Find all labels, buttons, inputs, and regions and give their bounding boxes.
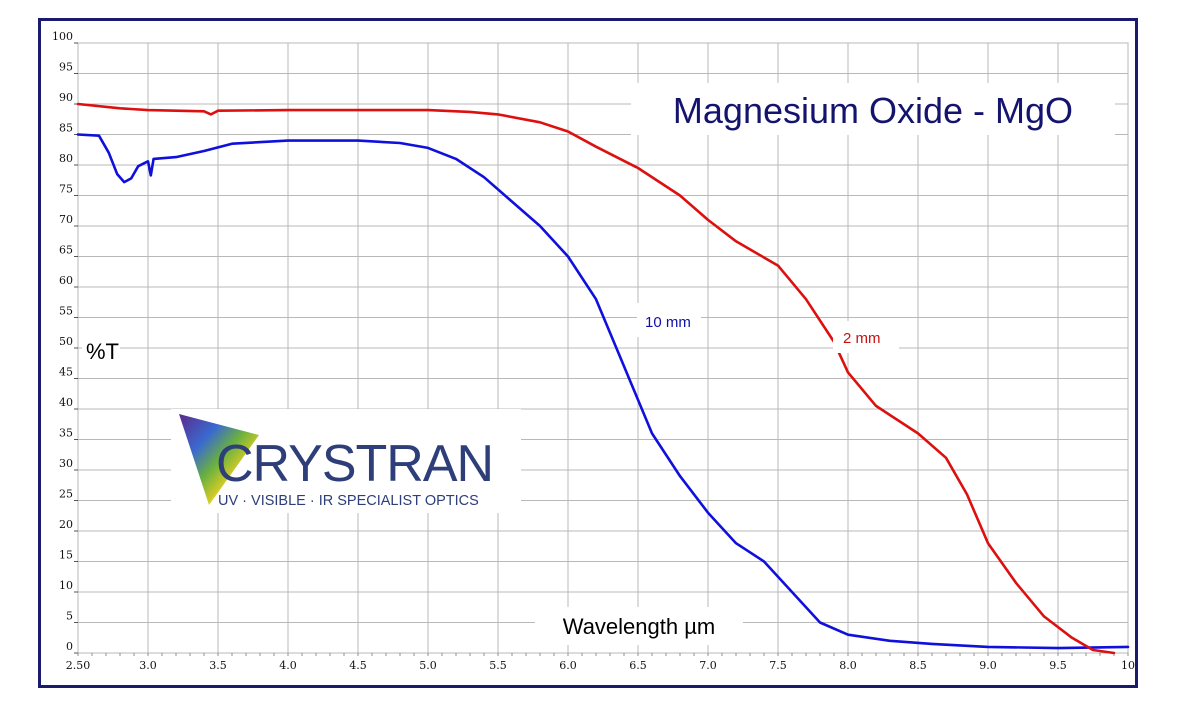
crystran-logo: CRYSTRAN UV · VISIBLE · IR SPECIALIST OP… <box>171 409 521 513</box>
y-tick-label: 80 <box>59 152 73 165</box>
x-tick-label: 7.0 <box>699 659 717 672</box>
y-tick-label: 40 <box>59 396 73 409</box>
y-tick-label: 20 <box>59 518 73 531</box>
y-tick-label: 85 <box>59 122 73 135</box>
x-tick-label: 9.0 <box>979 659 997 672</box>
y-tick-label: 0 <box>66 640 73 653</box>
x-tick-label: 9.5 <box>1049 659 1067 672</box>
x-tick-label: 8.5 <box>909 659 927 672</box>
x-tick-label: 10 <box>1121 659 1135 672</box>
ylabel-background <box>82 335 120 363</box>
series-line-2mm <box>76 102 1116 655</box>
y-tick-label: 5 <box>66 610 73 623</box>
y-tick-label: 35 <box>59 427 73 440</box>
y-tick-label: 95 <box>59 61 73 74</box>
series-line-10mm <box>76 133 1130 650</box>
y-tick-label: 90 <box>59 91 73 104</box>
x-tick-label: 6.5 <box>629 659 647 672</box>
annotation-2mm: 2 mm <box>843 330 881 347</box>
y-tick-label: 15 <box>59 549 73 562</box>
y-tick-label: 75 <box>59 183 73 196</box>
x-tick-label: 4.0 <box>279 659 297 672</box>
title-background <box>631 83 1115 135</box>
x-tick-label: 5.0 <box>419 659 437 672</box>
x-tick-label: 4.5 <box>349 659 367 672</box>
x-axis-label: Wavelength µm <box>563 614 715 639</box>
x-tick-label: 3.0 <box>139 659 157 672</box>
y-tick-label: 10 <box>59 579 73 592</box>
y-tick-label: 45 <box>59 366 73 379</box>
chart-frame: 0 5 10 15 20 25 30 35 40 45 50 55 60 65 70 75 80 85 90 95 10… <box>38 18 1138 688</box>
x-tick-label: 6.0 <box>559 659 577 672</box>
y-tick-label: 60 <box>59 274 73 287</box>
label-10mm-background <box>637 303 701 337</box>
y-tick-label: 25 <box>59 488 73 501</box>
x-tick-label: 5.5 <box>489 659 507 672</box>
y-tick-label: 30 <box>59 457 73 470</box>
series-layer <box>76 102 1130 655</box>
annotation-10mm: 10 mm <box>645 314 691 331</box>
x-tick-label: 2.50 <box>66 659 91 672</box>
transmission-chart: 0 5 10 15 20 25 30 35 40 45 50 55 60 65 70 75 80 85 90 95 10… <box>41 21 1135 685</box>
y-tick-label: 70 <box>59 213 73 226</box>
xlabel-background <box>535 607 743 645</box>
y-tick-label: 100 <box>52 30 73 43</box>
axis-ticks: 0 5 10 15 20 25 30 35 40 45 50 55 60 65 70 75 80 85 90 95 10… <box>52 30 1135 672</box>
y-tick-label: 55 <box>59 305 73 318</box>
chart-title: Magnesium Oxide - MgO <box>673 90 1073 131</box>
logo-tagline: UV · VISIBLE · IR SPECIALIST OPTICS <box>218 493 479 509</box>
x-tick-label: 7.5 <box>769 659 787 672</box>
y-tick-label: 50 <box>59 335 73 348</box>
label-2mm-background <box>833 321 899 353</box>
logo-name: CRYSTRAN <box>216 435 493 493</box>
prism-icon <box>179 414 259 505</box>
x-tick-label: 3.5 <box>209 659 227 672</box>
y-axis-label: %T <box>86 339 119 364</box>
x-tick-label: 8.0 <box>839 659 857 672</box>
y-tick-label: 65 <box>59 244 73 257</box>
